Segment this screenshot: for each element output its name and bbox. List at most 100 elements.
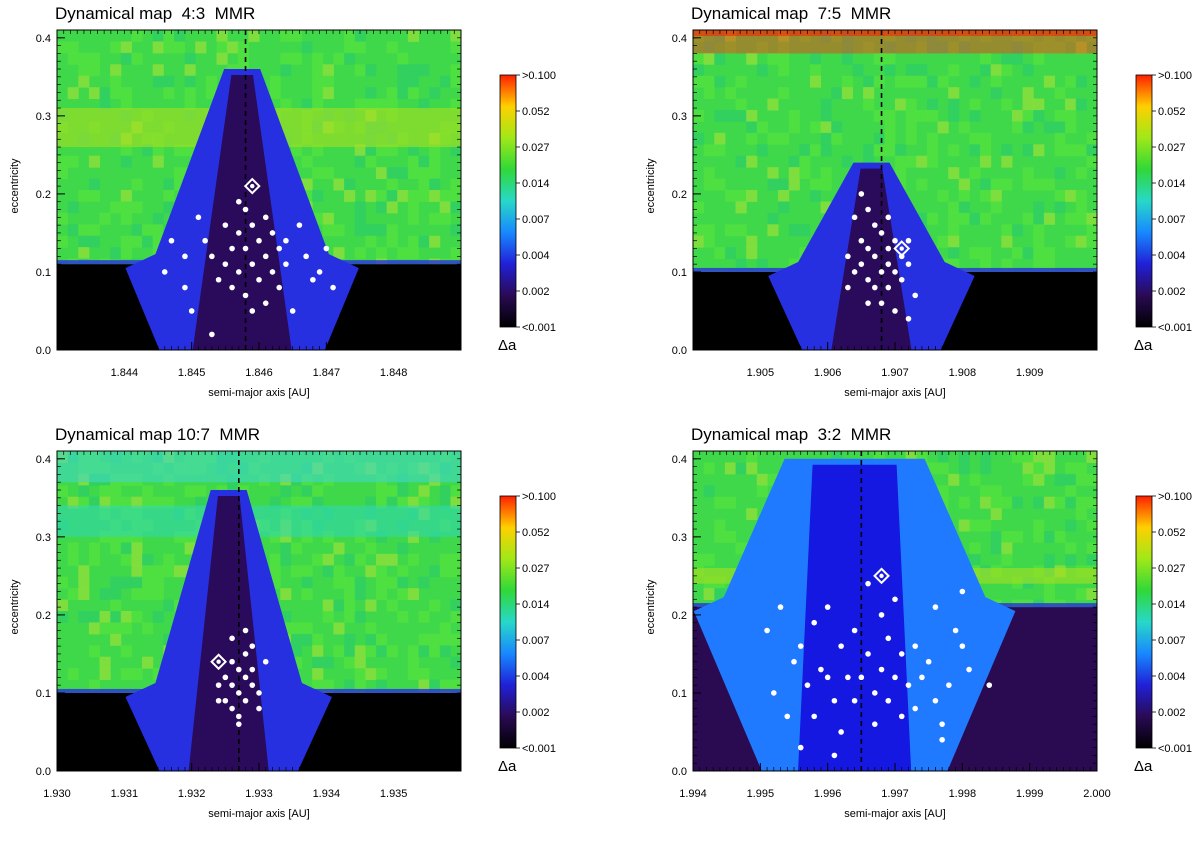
texture-cell xyxy=(809,144,822,157)
texture-cell xyxy=(948,247,960,260)
texture-cell xyxy=(905,110,917,122)
texture-cell xyxy=(439,565,451,578)
texture-cell xyxy=(269,553,281,566)
y-tick-label: 0.3 xyxy=(672,532,687,544)
texture-cell xyxy=(301,41,313,54)
colorbar-symbol: Δa xyxy=(1134,758,1153,775)
texture-cell xyxy=(195,496,207,509)
texture-cell xyxy=(820,178,832,191)
texture-cell xyxy=(969,167,981,180)
texture-cell xyxy=(386,87,398,100)
texture-cell xyxy=(756,473,768,486)
texture-cell xyxy=(735,75,747,88)
texture-cell xyxy=(312,645,324,658)
texture-cell xyxy=(450,656,461,669)
texture-cell xyxy=(1001,531,1013,543)
asteroid-point xyxy=(878,666,885,673)
colorbar xyxy=(1135,74,1153,328)
texture-cell xyxy=(703,52,715,65)
texture-cell xyxy=(386,496,398,509)
texture-cell xyxy=(937,451,949,463)
asteroid-point xyxy=(804,682,811,688)
x-tick-label: 1.995 xyxy=(747,788,775,800)
texture-cell xyxy=(1075,235,1087,248)
asteroid-point xyxy=(878,269,885,275)
y-axis-label: eccentricity xyxy=(9,158,21,214)
texture-cell xyxy=(354,98,366,111)
texture-cell xyxy=(1033,110,1045,122)
asteroid-point xyxy=(188,308,195,314)
colorbar-label: 0.014 xyxy=(522,599,550,611)
texture-cell xyxy=(290,30,303,42)
texture-cell xyxy=(386,98,398,111)
texture-cell xyxy=(397,75,409,88)
x-tick-label: 1.996 xyxy=(814,788,842,800)
texture-cell xyxy=(418,679,430,692)
texture-cell xyxy=(895,98,907,111)
texture-cell xyxy=(937,121,949,134)
texture-cell xyxy=(386,41,398,54)
texture-cell xyxy=(1033,235,1045,248)
texture-cell xyxy=(429,633,441,646)
texture-cell xyxy=(333,178,345,191)
asteroid-point xyxy=(195,214,202,221)
texture-cell xyxy=(290,542,303,555)
texture-cell xyxy=(397,565,409,578)
y-tick-label: 0.1 xyxy=(672,688,687,700)
texture-cell xyxy=(78,75,90,88)
texture-cell xyxy=(693,235,705,248)
asteroid-point xyxy=(229,682,235,688)
texture-cell xyxy=(937,41,949,54)
texture-cell xyxy=(714,519,726,532)
texture-cell xyxy=(429,565,441,578)
asteroid-point xyxy=(851,697,858,704)
texture-cell xyxy=(990,531,1002,543)
x-tick-label: 1.905 xyxy=(747,367,775,379)
texture-cell xyxy=(905,451,917,463)
texture-cell xyxy=(1086,132,1097,145)
asteroid-point xyxy=(182,253,188,260)
texture-cell xyxy=(724,531,737,543)
texture-cell xyxy=(1054,110,1066,122)
texture-cell xyxy=(120,553,132,566)
asteroid-point xyxy=(851,627,858,634)
texture-cell xyxy=(418,645,430,658)
asteroid-point xyxy=(831,697,838,704)
texture-cell xyxy=(948,144,960,157)
texture-cell xyxy=(407,496,419,509)
texture-cell xyxy=(152,30,164,42)
texture-cell xyxy=(863,98,875,111)
texture-cell xyxy=(152,565,164,578)
asteroid-point xyxy=(242,292,249,299)
asteroid-point xyxy=(236,198,242,205)
texture-cell xyxy=(142,565,154,578)
texture-cell xyxy=(67,542,79,555)
texture-cell xyxy=(99,212,111,225)
texture-cell xyxy=(937,75,949,88)
texture-cell xyxy=(322,87,334,100)
texture-cell xyxy=(799,144,811,157)
texture-cell xyxy=(439,190,451,202)
texture-cell xyxy=(809,178,822,191)
texture-cell xyxy=(142,144,154,157)
texture-cell xyxy=(1043,247,1055,260)
texture-cell xyxy=(1065,496,1077,509)
texture-cell xyxy=(1033,52,1045,65)
texture-cell xyxy=(152,212,164,225)
texture-cell xyxy=(418,496,430,509)
texture-cell xyxy=(312,98,324,111)
texture-cell xyxy=(884,144,896,157)
texture-cell xyxy=(439,212,451,225)
nominal-object-marker xyxy=(873,567,890,585)
texture-cell xyxy=(407,87,419,100)
texture-cell xyxy=(407,75,419,88)
texture-cell xyxy=(714,178,726,191)
texture-cell xyxy=(375,144,388,157)
texture-cell xyxy=(450,178,461,191)
texture-cell xyxy=(450,599,461,612)
texture-cell xyxy=(1075,201,1087,214)
texture-cell xyxy=(152,611,164,623)
texture-cell xyxy=(301,485,313,498)
texture-cell xyxy=(693,553,705,566)
texture-cell xyxy=(301,98,313,111)
